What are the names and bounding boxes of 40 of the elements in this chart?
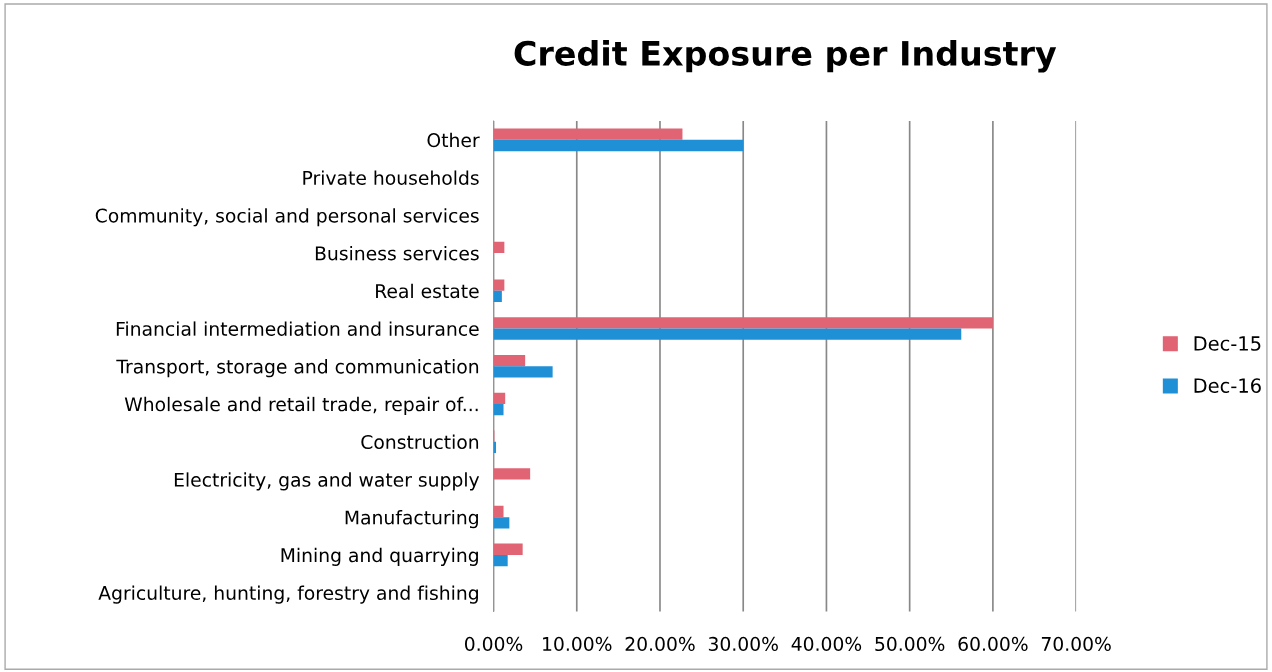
bar: [493, 317, 993, 329]
y-tick-label: Private households: [303, 170, 479, 185]
bar: [493, 241, 505, 254]
bar: [493, 328, 962, 340]
y-tick-label: Electricity, gas and water supply: [174, 472, 480, 491]
y-tick-label: Transport, storage and communication: [116, 359, 479, 378]
y-tick-label: Financial intermediation and insurance: [116, 321, 479, 336]
y-tick-label: Business services: [315, 245, 479, 261]
y-tick-label: Manufacturing: [345, 510, 478, 529]
bar: [493, 505, 504, 518]
x-tick-label: 60.00%: [958, 636, 1028, 652]
x-tick-label: 40.00%: [791, 636, 862, 652]
bar: [493, 128, 683, 140]
bar: [493, 392, 506, 404]
y-tick-label: Real estate: [376, 283, 479, 299]
x-tick-label: 10.00%: [543, 636, 612, 652]
bar: [493, 290, 502, 303]
x-tick-label: 20.00%: [625, 636, 695, 652]
bar: [493, 366, 553, 378]
bar: [493, 517, 510, 529]
bar: [493, 139, 744, 152]
chart-title: Credit Exposure per Industry: [514, 40, 1057, 73]
y-tick-label: Other: [427, 132, 480, 148]
y-tick-label: Wholesale and retail trade, repair of...: [124, 396, 478, 415]
bar: [493, 403, 504, 416]
y-tick-label: Construction: [361, 434, 479, 450]
y-tick-label: Agriculture, hunting, forestry and fishing: [98, 585, 478, 604]
legend-label: Dec-16: [1194, 378, 1261, 393]
bar: [493, 279, 505, 291]
x-tick-label: 70.00%: [1041, 636, 1111, 652]
y-tick-label: Mining and quarrying: [281, 547, 478, 566]
bar: [493, 354, 526, 367]
legend-label: Dec-15: [1194, 336, 1261, 351]
bar: [493, 543, 523, 555]
x-tick-label: 0.00%: [464, 636, 523, 652]
x-tick-label: 50.00%: [875, 636, 945, 652]
x-tick-label: 30.00%: [708, 636, 778, 652]
y-tick-label: Community, social and personal services: [95, 208, 479, 227]
bar: [493, 468, 531, 480]
bar: [493, 554, 508, 567]
